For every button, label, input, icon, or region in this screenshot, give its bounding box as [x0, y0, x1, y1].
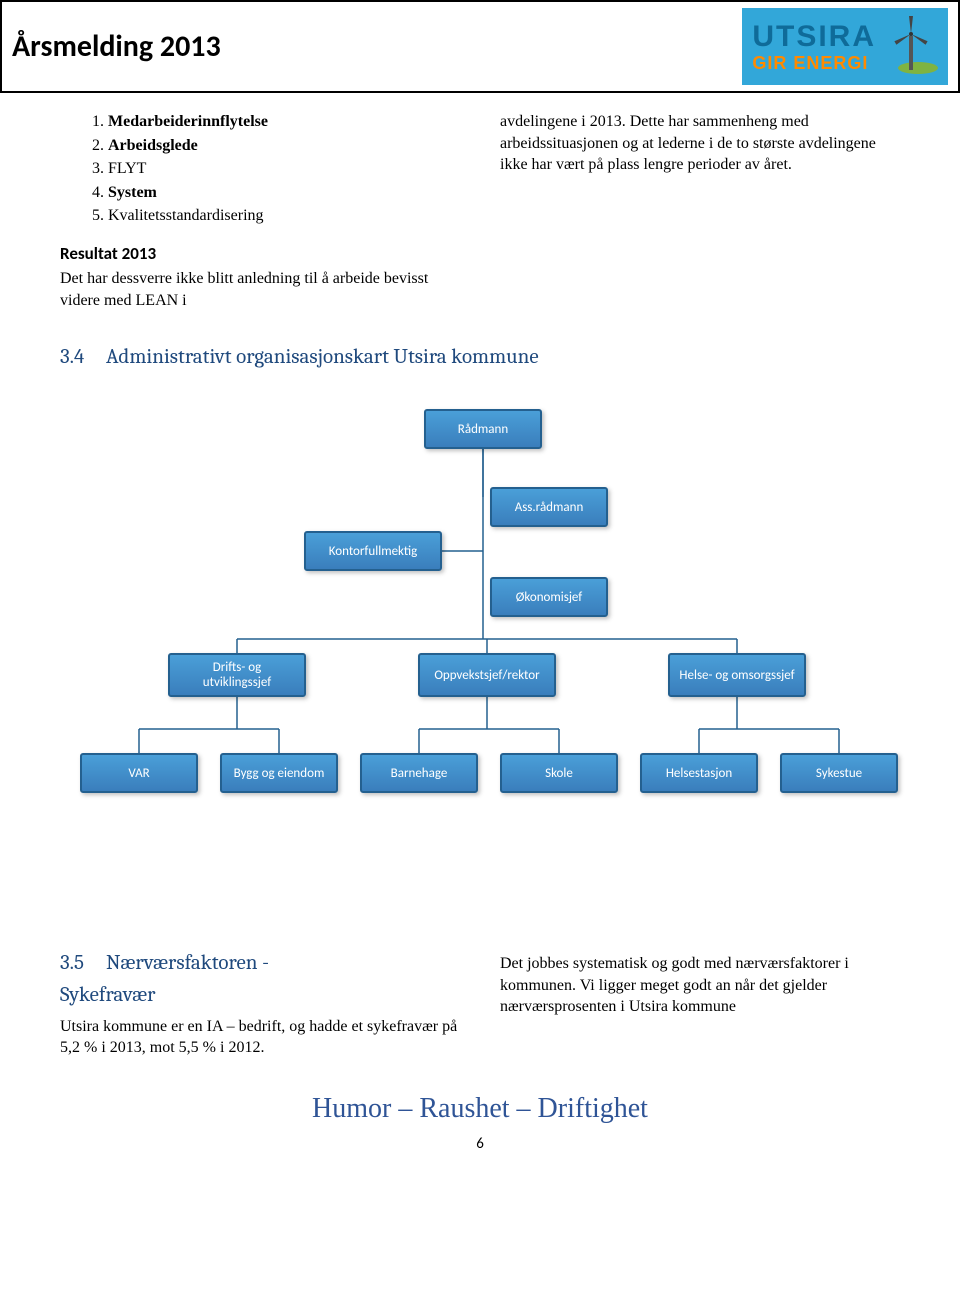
org-node-barnehage: Barnehage — [360, 753, 478, 793]
right-para: avdelingene i 2013. Dette har sammenheng… — [500, 111, 900, 176]
section-3-4-num: 3.4 — [60, 345, 106, 369]
org-node-sykestue: Sykestue — [780, 753, 898, 793]
logo: UTSIRA GIR ENERGI — [742, 8, 948, 85]
header-title: Årsmelding 2013 — [12, 28, 221, 65]
resultat-heading: Resultat 2013 — [60, 243, 460, 266]
logo-line2: GIR ENERGI — [752, 54, 876, 72]
footer-motto: Humor – Raushet – Driftighet — [60, 1093, 900, 1125]
org-node-skole: Skole — [500, 753, 618, 793]
org-node-var: VAR — [80, 753, 198, 793]
page-number: 6 — [60, 1135, 900, 1153]
section-3-5-left-para: Utsira kommune er en IA – bedrift, og ha… — [60, 1016, 460, 1059]
org-node-bygg: Bygg og eiendom — [220, 753, 338, 793]
org-node-drifts: Drifts- og utviklingssjef — [168, 653, 306, 697]
section-3-4-title: Administrativt organisasjonskart Utsira … — [106, 345, 539, 369]
org-chart: Rådmann Ass.rådmann Kontorfullmektig Økonom… — [60, 409, 900, 849]
org-node-assradmann: Ass.rådmann — [490, 487, 608, 527]
page-header: Årsmelding 2013 UTSIRA GIR ENERGI — [0, 0, 960, 93]
org-node-radmann: Rådmann — [424, 409, 542, 449]
list-item: Kvalitetsstandardisering — [108, 205, 460, 227]
right-column: avdelingene i 2013. Dette har sammenheng… — [500, 111, 900, 317]
windmill-icon — [886, 14, 938, 79]
org-node-okonomi: Økonomisjef — [490, 577, 608, 617]
list-item: Medarbeiderinnflytelse — [108, 111, 460, 133]
list-item: Arbeidsglede — [108, 135, 460, 157]
list-item: System — [108, 182, 460, 204]
intro-columns: MedarbeiderinnflytelseArbeidsgledeFLYTSy… — [60, 111, 900, 317]
logo-line1: UTSIRA — [752, 22, 876, 52]
section-3-5-num: 3.5 — [60, 949, 106, 977]
section-3-5-subtitle: Sykefravær — [60, 981, 460, 1009]
org-node-helsestasjon: Helsestasjon — [640, 753, 758, 793]
org-node-oppvekst: Oppvekstsjef/rektor — [418, 653, 556, 697]
section-3-4-heading: 3.4Administrativt organisasjonskart Utsi… — [60, 345, 900, 369]
page-content: MedarbeiderinnflytelseArbeidsgledeFLYTSy… — [0, 111, 960, 1173]
list-item: FLYT — [108, 158, 460, 180]
section-3-5-right-para: Det jobbes systematisk og godt med nærvæ… — [500, 953, 900, 1018]
section-3-5-right: Det jobbes systematisk og godt med nærvæ… — [500, 949, 900, 1065]
left-column: MedarbeiderinnflytelseArbeidsgledeFLYTSy… — [60, 111, 460, 317]
section-3-5-heading: 3.5Nærværsfaktoren - — [60, 949, 460, 977]
section-3-5-columns: 3.5Nærværsfaktoren - Sykefravær Utsira k… — [60, 949, 900, 1065]
logo-text: UTSIRA GIR ENERGI — [752, 22, 876, 72]
section-3-5-title: Nærværsfaktoren - — [106, 951, 269, 975]
resultat-para: Det har dessverre ikke blitt anledning t… — [60, 268, 460, 311]
org-node-helse: Helse- og omsorgssjef — [668, 653, 806, 697]
section-3-5-left: 3.5Nærværsfaktoren - Sykefravær Utsira k… — [60, 949, 460, 1065]
numbered-list: MedarbeiderinnflytelseArbeidsgledeFLYTSy… — [60, 111, 460, 227]
org-node-kontor: Kontorfullmektig — [304, 531, 442, 571]
